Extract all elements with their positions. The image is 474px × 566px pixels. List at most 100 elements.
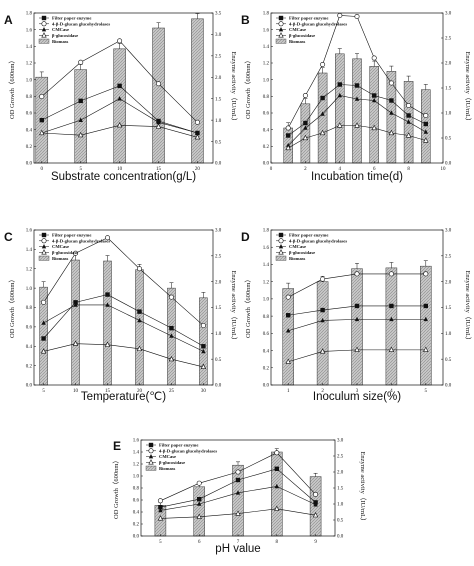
y-axis-label: OD Growth（600nm） (244, 276, 252, 338)
x-tick-label: 20 (195, 167, 201, 172)
y2-tick-label: 2.0 (337, 471, 344, 476)
x-tick-label: 4 (339, 167, 342, 172)
y-axis-label: OD Growth（600nm） (8, 276, 16, 338)
data-point (156, 81, 162, 87)
y2-tick-label: 1.0 (215, 119, 222, 124)
data-point (137, 317, 142, 323)
data-point (389, 98, 394, 103)
data-point (423, 271, 429, 277)
bar (199, 297, 208, 386)
data-point (117, 38, 123, 44)
legend-marker (148, 459, 154, 465)
data-point (157, 498, 163, 504)
data-point (39, 94, 45, 100)
y2-tick-label: 3.5 (215, 12, 222, 17)
bar (193, 486, 205, 537)
legend-swatch (275, 255, 287, 261)
legend-swatch (275, 38, 287, 44)
data-point (423, 303, 428, 309)
y-tick-label: 0.2 (263, 366, 270, 371)
data-point (39, 117, 44, 123)
data-point (156, 119, 161, 125)
data-point (337, 82, 342, 87)
data-point (117, 96, 122, 101)
y-tick-label: 1.0 (26, 78, 33, 83)
y-tick-label: 0.6 (26, 112, 33, 117)
bar (152, 27, 165, 164)
x-axis-label: pH value (215, 543, 260, 555)
data-point (136, 345, 143, 351)
y-tick-label: 1.6 (263, 28, 270, 33)
data-point (354, 96, 360, 101)
data-point (137, 309, 142, 314)
data-point (372, 93, 377, 98)
data-point (194, 119, 200, 125)
data-point (319, 129, 326, 136)
x-axis-label: Substrate concentration(g/L) (51, 171, 196, 183)
data-point (320, 307, 325, 313)
data-point (354, 122, 360, 128)
error-bar (286, 282, 291, 289)
y2-tick-label: 0.0 (445, 162, 452, 167)
y-tick-label: 1.0 (26, 287, 33, 292)
legend-marker (41, 244, 47, 249)
y2-tick-label: 1.5 (337, 487, 344, 492)
y-tick-label: 0.2 (263, 145, 270, 150)
y-tick-label: 0.4 (26, 345, 33, 350)
data-point (286, 133, 291, 138)
legend-label: Biomass (52, 39, 69, 44)
y2-tick-label: 3.0 (445, 229, 452, 234)
legend-marker (41, 232, 47, 238)
y-tick-label: 0.6 (26, 326, 33, 331)
y-tick-label: 1.4 (26, 45, 33, 50)
y-tick-label: 0.8 (263, 95, 270, 100)
error-bar (39, 71, 44, 78)
data-point (41, 320, 46, 325)
x-tick-label: 3 (356, 389, 359, 394)
legend-label: Filter paper enzyme (289, 233, 328, 238)
error-bar (389, 65, 394, 72)
x-tick-label: 20 (137, 389, 143, 394)
data-point (423, 121, 428, 127)
data-point (104, 341, 111, 347)
y-tick-label: 1.0 (133, 475, 140, 480)
x-tick-label: 15 (156, 167, 162, 172)
error-bar (105, 255, 110, 261)
data-point (73, 302, 78, 307)
y-tick-label: 0.8 (26, 95, 33, 100)
data-point (200, 323, 206, 329)
data-point (274, 466, 279, 471)
data-point (313, 491, 319, 497)
data-point (354, 14, 360, 20)
x-tick-label: 10 (441, 167, 447, 172)
y-tick-label: 1.4 (26, 248, 33, 253)
data-point (320, 111, 325, 116)
y2-tick-label: 3.0 (215, 33, 222, 38)
x-tick-label: 10 (117, 167, 123, 172)
legend-marker (148, 448, 154, 454)
data-point (41, 299, 47, 305)
y-tick-label: 1.0 (263, 78, 270, 83)
data-point (196, 480, 202, 486)
data-point (39, 129, 45, 136)
x-tick-label: 8 (276, 540, 279, 545)
legend-label: β-glucosidase (159, 460, 185, 465)
error-bar (156, 22, 161, 28)
legend-label: Biomass (289, 39, 306, 44)
bar (300, 103, 311, 164)
bar (335, 53, 345, 164)
legend-label: Biomass (159, 466, 176, 471)
legend-label: Filter paper enzyme (52, 233, 91, 238)
panel-b: 0.0 0.2 0.4 0.6 0.8 1.0 1.2 1.4 1.6 1.8 0.0 0.5 1.0 1… (241, 12, 472, 183)
y2-axis-label: Enzyme activity（IU/mL） (359, 451, 367, 524)
data-point (423, 346, 429, 352)
y-tick-label: 0.4 (263, 349, 270, 354)
data-point (201, 348, 206, 354)
data-point (285, 358, 291, 364)
data-point (72, 340, 79, 346)
x-tick-label: 2 (321, 389, 324, 394)
bar (103, 260, 112, 386)
data-point (235, 477, 241, 483)
error-bar (169, 282, 174, 289)
y2-tick-label: 1.0 (445, 112, 452, 117)
